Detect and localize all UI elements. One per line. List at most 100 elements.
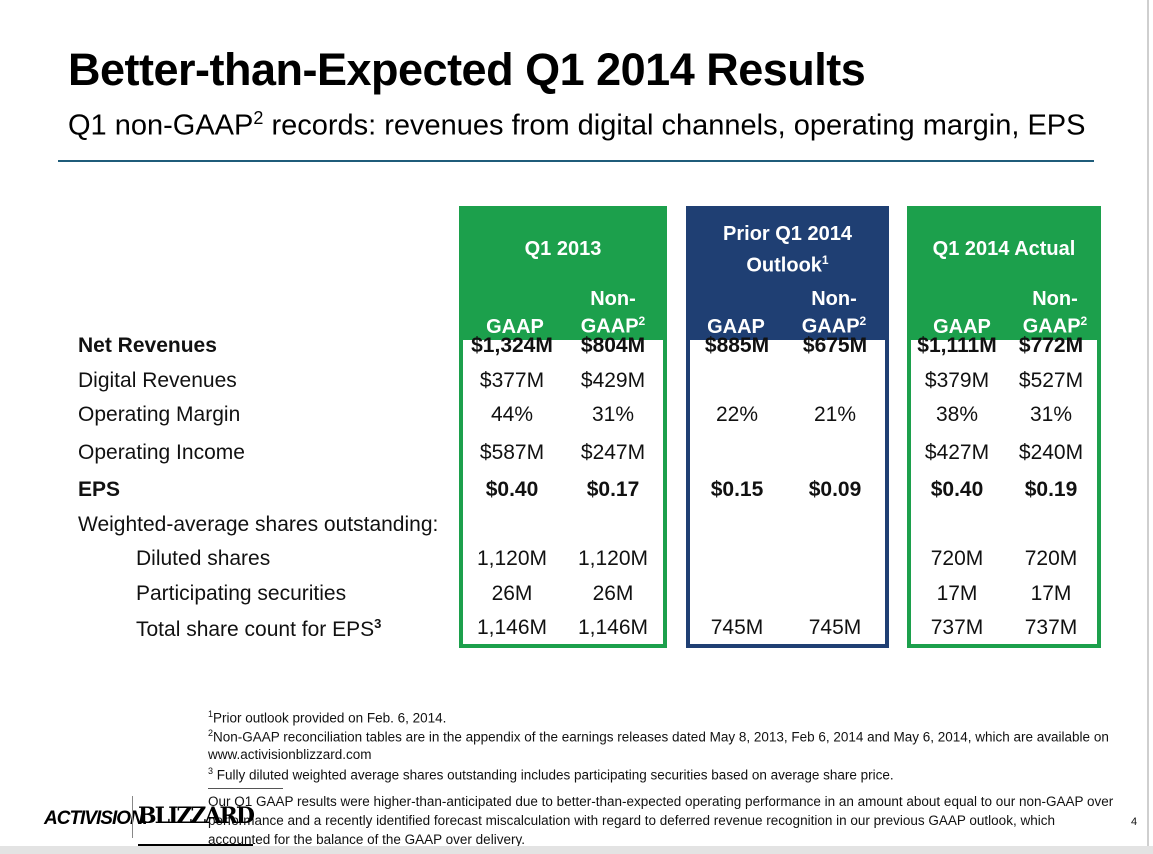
cell-digital-revenues: $377M bbox=[479, 369, 545, 392]
cell-operating-income: $240M bbox=[1018, 441, 1084, 464]
slide-edge bbox=[1147, 0, 1149, 854]
cell-operating-margin: 22% bbox=[715, 403, 759, 426]
row-label-total-share-count: Total share count for EPS3 bbox=[136, 616, 381, 642]
cell-diluted-shares: 720M bbox=[930, 547, 984, 570]
col-header-superscript: 2 bbox=[1080, 314, 1088, 329]
footnote-marker: 3 bbox=[208, 766, 214, 776]
cell-operating-margin: 44% bbox=[490, 403, 534, 426]
footnote-2-link[interactable]: www.activisionblizzard.com bbox=[208, 747, 372, 762]
col-header-gaap: GAAP bbox=[486, 316, 544, 338]
panel-header: Q1 2013 GAAP Non- GAAP2 bbox=[463, 210, 663, 340]
subtitle-text-b: records: revenues from digital channels,… bbox=[263, 109, 1086, 142]
cell-total-share-count: 737M bbox=[1024, 616, 1078, 639]
col-header-non-gaap: Non- GAAP2 bbox=[1010, 288, 1100, 338]
slide-title: Better-than-Expected Q1 2014 Results bbox=[68, 44, 866, 95]
col-header-line1: Non- bbox=[811, 288, 857, 311]
col-header-line2: GAAP bbox=[801, 316, 860, 338]
cell-operating-income: $247M bbox=[580, 441, 646, 464]
panel-title-line1: Prior Q1 2014 bbox=[723, 223, 852, 245]
footnote-2: 2Non-GAAP reconciliation tables are in t… bbox=[208, 728, 1109, 745]
blizzard-logo: BLIZZARD bbox=[138, 804, 255, 846]
cell-operating-margin: 21% bbox=[813, 403, 857, 426]
cell-net-revenues: $772M bbox=[1018, 334, 1084, 357]
cell-net-revenues: $675M bbox=[802, 334, 868, 357]
cell-eps: $0.15 bbox=[710, 478, 764, 501]
note-line-2: performance and a recently identified fo… bbox=[208, 813, 1055, 828]
panel-prior-outlook: Prior Q1 2014 Outlook1 GAAP Non- GAAP2 bbox=[686, 206, 889, 648]
cell-total-share-count: 1,146M bbox=[577, 616, 649, 639]
col-header-superscript: 2 bbox=[638, 314, 646, 329]
col-header-gaap: GAAP bbox=[707, 316, 765, 338]
cell-net-revenues: $1,324M bbox=[471, 334, 553, 357]
activision-logo: ACTIVISION. bbox=[44, 808, 148, 829]
page-number: 4 bbox=[1131, 816, 1138, 828]
row-label-digital-revenues: Digital Revenues bbox=[78, 369, 237, 392]
col-header-line1: Non- bbox=[590, 288, 636, 311]
subtitle-text-a: Q1 non-GAAP bbox=[68, 109, 254, 142]
cell-eps: $0.19 bbox=[1024, 478, 1078, 501]
footnote-text: Prior outlook provided on Feb. 6, 2014. bbox=[213, 710, 447, 726]
footnote-1: 1Prior outlook provided on Feb. 6, 2014. bbox=[208, 709, 446, 726]
row-label-operating-margin: Operating Margin bbox=[78, 403, 241, 426]
cell-digital-revenues: $379M bbox=[924, 369, 990, 392]
cell-diluted-shares: 720M bbox=[1024, 547, 1078, 570]
col-header-line1: Non- bbox=[1032, 288, 1078, 311]
cell-participating-securities: 17M bbox=[936, 582, 978, 605]
cell-total-share-count: 1,146M bbox=[476, 616, 548, 639]
panel-header: Prior Q1 2014 Outlook1 GAAP Non- GAAP2 bbox=[690, 210, 885, 340]
cell-digital-revenues: $429M bbox=[580, 369, 646, 392]
cell-net-revenues: $1,111M bbox=[917, 334, 997, 357]
cell-total-share-count: 737M bbox=[930, 616, 984, 639]
note-line-1: Our Q1 GAAP results were higher-than-ant… bbox=[208, 794, 1114, 809]
cell-eps: $0.17 bbox=[586, 478, 640, 501]
col-header-non-gaap: Non- GAAP2 bbox=[568, 288, 658, 338]
cell-participating-securities: 26M bbox=[491, 582, 533, 605]
cell-operating-income: $427M bbox=[924, 441, 990, 464]
row-label-eps: EPS bbox=[78, 478, 121, 501]
footnote-marker: 2 bbox=[208, 728, 214, 738]
row-label-participating-securities: Participating securities bbox=[136, 582, 347, 605]
col-header-superscript: 2 bbox=[859, 314, 867, 329]
cell-operating-income: $587M bbox=[479, 441, 545, 464]
panel-q1-2014-actual: Q1 2014 Actual GAAP Non- GAAP2 bbox=[907, 206, 1101, 648]
col-header-non-gaap: Non- GAAP2 bbox=[789, 288, 879, 338]
bottom-bar bbox=[0, 846, 1153, 854]
panel-q1-2013: Q1 2013 GAAP Non- GAAP2 bbox=[459, 206, 667, 648]
note-line-3: accounted for the balance of the GAAP ov… bbox=[208, 832, 525, 847]
row-label-net-revenues: Net Revenues bbox=[78, 334, 217, 357]
footnote-text: Fully diluted weighted average shares ou… bbox=[213, 767, 894, 783]
subtitle-superscript: 2 bbox=[253, 108, 264, 128]
row-label-diluted-shares: Diluted shares bbox=[136, 547, 271, 570]
logo-divider bbox=[132, 796, 133, 838]
cell-net-revenues: $804M bbox=[580, 334, 646, 357]
footnote-3: 3 Fully diluted weighted average shares … bbox=[208, 766, 894, 783]
footnote-text: Non-GAAP reconciliation tables are in th… bbox=[213, 729, 1109, 745]
cell-diluted-shares: 1,120M bbox=[476, 547, 548, 570]
panel-title: Q1 2014 Actual bbox=[932, 238, 1076, 260]
cell-operating-margin: 38% bbox=[935, 403, 979, 426]
cell-participating-securities: 17M bbox=[1030, 582, 1072, 605]
cell-total-share-count: 745M bbox=[710, 616, 764, 639]
col-header-line2: GAAP bbox=[1022, 316, 1081, 338]
row-label-text: Total share count for EPS bbox=[136, 618, 375, 641]
cell-operating-margin: 31% bbox=[1029, 403, 1073, 426]
cell-net-revenues: $885M bbox=[704, 334, 770, 357]
cell-participating-securities: 26M bbox=[592, 582, 634, 605]
footnote-divider bbox=[208, 788, 283, 789]
cell-eps: $0.40 bbox=[485, 478, 539, 501]
row-label-superscript: 3 bbox=[374, 616, 382, 631]
col-header-line2: GAAP bbox=[580, 316, 639, 338]
footnote-marker: 1 bbox=[208, 709, 214, 719]
row-label-operating-income: Operating Income bbox=[78, 441, 245, 464]
panel-title: Q1 2013 bbox=[524, 238, 602, 260]
cell-eps: $0.40 bbox=[930, 478, 984, 501]
row-label-weighted-average: Weighted-average shares outstanding: bbox=[78, 513, 439, 536]
cell-eps: $0.09 bbox=[808, 478, 862, 501]
slide-subtitle: Q1 non-GAAP2 records: revenues from digi… bbox=[68, 108, 1085, 143]
panel-title: Prior Q1 2014 Outlook1 bbox=[690, 221, 885, 279]
cell-digital-revenues: $527M bbox=[1018, 369, 1084, 392]
col-header-gaap: GAAP bbox=[933, 316, 991, 338]
panel-header: Q1 2014 Actual GAAP Non- GAAP2 bbox=[911, 210, 1097, 340]
title-divider bbox=[58, 160, 1094, 162]
cell-total-share-count: 745M bbox=[808, 616, 862, 639]
